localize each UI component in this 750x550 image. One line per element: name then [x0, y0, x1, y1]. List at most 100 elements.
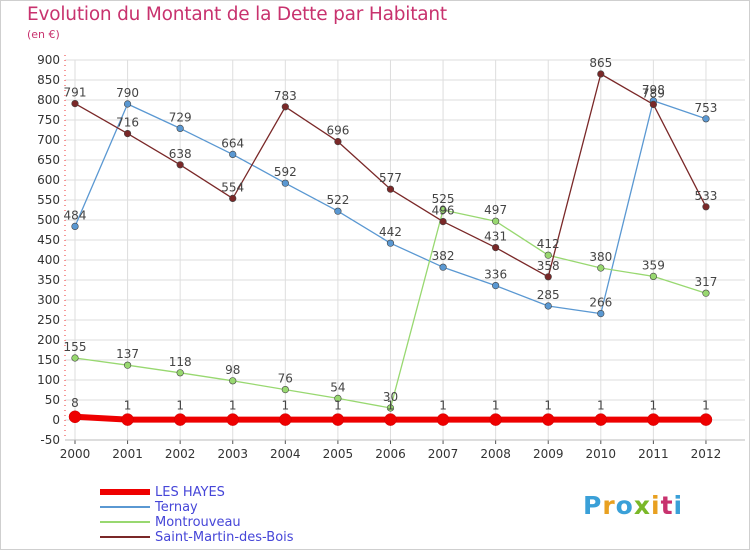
data-label: 285 — [537, 288, 560, 302]
y-tick-label: 700 — [37, 133, 60, 147]
data-point — [71, 222, 79, 230]
data-label: 1 — [439, 399, 447, 413]
data-label: 380 — [589, 250, 612, 264]
data-point — [229, 194, 237, 202]
data-point — [647, 413, 660, 426]
data-label: 577 — [379, 171, 402, 185]
logo-letter: t — [660, 491, 674, 520]
data-point — [597, 264, 605, 272]
legend-label-ternay: Ternay — [155, 500, 198, 515]
logo-letter: i — [651, 491, 661, 520]
y-tick-label: 200 — [37, 333, 60, 347]
y-tick-label: -50 — [40, 433, 60, 447]
data-point — [173, 413, 187, 426]
data-label: 798 — [642, 83, 665, 97]
data-label: 431 — [484, 230, 507, 244]
legend-label-saint-martin-des-bois: Saint-Martin-des-Bois — [155, 530, 294, 545]
data-label: 8 — [71, 396, 79, 410]
data-label: 865 — [589, 56, 612, 70]
data-label: 783 — [274, 89, 297, 103]
data-label: 664 — [221, 136, 244, 150]
data-label: 266 — [589, 296, 612, 310]
data-label: 317 — [695, 275, 718, 289]
data-point — [544, 273, 552, 281]
data-label: 484 — [64, 208, 87, 222]
data-point — [439, 218, 447, 226]
data-point — [649, 272, 657, 281]
data-label: 442 — [379, 225, 402, 239]
data-point — [702, 115, 710, 123]
logo-letter: x — [633, 491, 651, 520]
logo-letter: i — [673, 491, 684, 520]
legend-label-les-hayes: LES HAYES — [155, 485, 225, 500]
data-point — [492, 282, 500, 290]
x-tick-label: 2001 — [112, 447, 143, 461]
x-tick-label: 2010 — [586, 447, 617, 461]
y-tick-label: 650 — [37, 153, 60, 167]
y-tick-label: 350 — [37, 273, 60, 287]
data-label: 554 — [221, 180, 244, 194]
data-label: 1 — [387, 399, 395, 413]
x-tick-label: 2005 — [323, 447, 354, 461]
data-point — [492, 244, 500, 252]
data-point — [71, 99, 79, 108]
data-label: 1 — [281, 399, 289, 413]
data-point — [176, 369, 184, 377]
data-point — [702, 203, 710, 211]
legend-swatch-montrouveau — [100, 521, 150, 523]
y-tick-label: 100 — [37, 373, 60, 387]
data-label: 790 — [116, 86, 139, 100]
data-label: 592 — [274, 165, 297, 179]
data-label: 1 — [650, 399, 658, 413]
y-tick-label: 500 — [37, 213, 60, 227]
legend-swatch-ternay — [100, 506, 150, 508]
data-label: 76 — [278, 372, 293, 386]
data-label: 1 — [229, 399, 237, 413]
data-point — [386, 239, 395, 247]
data-point — [384, 413, 397, 426]
x-tick-label: 2008 — [480, 447, 511, 461]
data-point — [492, 217, 500, 225]
data-point — [544, 251, 552, 259]
logo-letter: o — [615, 491, 634, 520]
data-point — [123, 100, 132, 108]
x-tick-label: 2007 — [428, 447, 459, 461]
data-label: 1 — [124, 399, 132, 413]
data-label: 525 — [432, 192, 455, 206]
data-label: 638 — [169, 147, 192, 161]
data-label: 533 — [695, 189, 718, 203]
data-point — [281, 386, 289, 394]
data-label: 789 — [642, 86, 665, 100]
x-tick-label: 2009 — [533, 447, 564, 461]
series — [68, 70, 713, 426]
chart-title: Evolution du Montant de la Dette par Hab… — [27, 4, 447, 25]
y-tick-label: 600 — [37, 173, 60, 187]
data-label: 1 — [176, 399, 184, 413]
data-point — [281, 103, 289, 111]
x-tick-label: 2006 — [375, 447, 406, 461]
data-point — [229, 150, 237, 158]
data-point — [386, 404, 395, 412]
y-tick-label: 250 — [37, 313, 60, 327]
y-tick-label: 0 — [52, 413, 60, 427]
data-point — [334, 138, 342, 146]
data-point — [123, 130, 132, 138]
data-label: 696 — [326, 124, 349, 138]
data-label: 1 — [702, 399, 710, 413]
data-label: 359 — [642, 258, 665, 272]
data-label: 1 — [334, 399, 342, 413]
x-tick-label: 2004 — [270, 447, 301, 461]
data-label: 382 — [432, 249, 455, 263]
axes: -50 0 50 100 150 200 250 300 350 400 450 500 550 600 6… — [37, 53, 745, 461]
data-point — [226, 413, 239, 426]
y-tick-label: 300 — [37, 293, 60, 307]
x-tick-label: 2002 — [165, 447, 196, 461]
logo-letter: P — [583, 491, 603, 520]
y-tick-label: 150 — [37, 353, 60, 367]
legend-swatch-les-hayes — [100, 489, 150, 495]
data-label: 1 — [544, 399, 552, 413]
unit-label: (en €) — [27, 28, 60, 41]
data-point — [439, 263, 447, 271]
x-tick-label: 2012 — [691, 447, 722, 461]
y-tick-label: 850 — [37, 73, 60, 87]
